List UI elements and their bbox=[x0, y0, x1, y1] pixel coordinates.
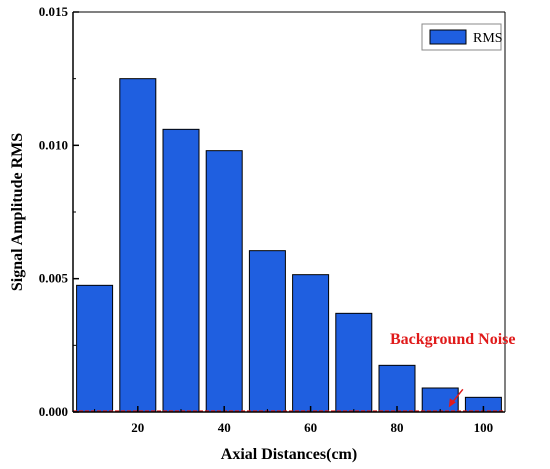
x-tick-label: 40 bbox=[218, 420, 231, 435]
y-tick-label: 0.010 bbox=[39, 137, 68, 152]
bar-60 bbox=[292, 274, 330, 413]
bar-70 bbox=[335, 312, 373, 413]
x-ticks-group: 20 40 60 80 100 bbox=[94, 406, 494, 435]
y-tick-label: 0.005 bbox=[39, 271, 69, 286]
bar-30 bbox=[162, 128, 200, 413]
legend-swatch bbox=[429, 29, 467, 45]
bar-90 bbox=[421, 387, 459, 413]
x-tick-label: 60 bbox=[304, 420, 317, 435]
bar-40 bbox=[205, 150, 243, 413]
y-ticks-group: 0.000 0.005 0.010 0.015 bbox=[39, 4, 79, 419]
background-noise-label: Background Noise bbox=[390, 331, 516, 348]
legend-label: RMS bbox=[473, 31, 503, 46]
bars-group bbox=[76, 78, 502, 413]
x-tick-label: 20 bbox=[131, 420, 144, 435]
x-tick-label: 80 bbox=[391, 420, 404, 435]
y-tick-label: 0.000 bbox=[39, 404, 68, 419]
background-noise-annotation: Background Noise bbox=[390, 331, 516, 408]
x-axis-title: Axial Distances(cm) bbox=[221, 446, 357, 463]
bar-20 bbox=[119, 78, 157, 413]
y-tick-label: 0.015 bbox=[39, 4, 69, 19]
legend: RMS bbox=[421, 23, 503, 51]
y-axis-title: Signal Amplitude RMS bbox=[9, 133, 26, 291]
bar-10 bbox=[76, 284, 114, 413]
bar-50 bbox=[248, 250, 286, 413]
background-noise-arrowhead bbox=[448, 398, 456, 408]
bar-80 bbox=[378, 364, 416, 413]
x-tick-label: 100 bbox=[474, 420, 494, 435]
